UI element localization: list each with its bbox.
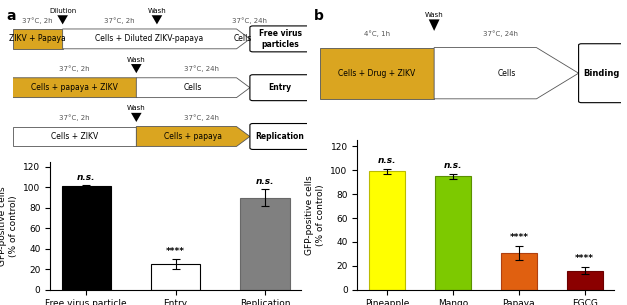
Text: Cells + papaya: Cells + papaya <box>164 132 222 141</box>
Bar <box>240 198 290 290</box>
Text: Cells: Cells <box>497 69 515 78</box>
Text: ****: **** <box>575 254 594 264</box>
Y-axis label: GFP-positive cells
(% of control): GFP-positive cells (% of control) <box>305 175 325 255</box>
Text: 37°C, 24h: 37°C, 24h <box>483 30 518 37</box>
Polygon shape <box>57 15 68 24</box>
Text: Cells + Drug + ZIKV: Cells + Drug + ZIKV <box>339 69 416 78</box>
Polygon shape <box>429 20 440 31</box>
Text: Wash: Wash <box>147 8 166 14</box>
Bar <box>501 253 537 290</box>
Polygon shape <box>152 15 162 24</box>
Text: a: a <box>6 9 16 23</box>
Text: Wash: Wash <box>424 12 443 18</box>
Polygon shape <box>131 64 142 73</box>
Text: ****: **** <box>509 233 529 242</box>
Bar <box>61 186 111 290</box>
FancyBboxPatch shape <box>579 44 624 103</box>
Bar <box>435 176 471 290</box>
Text: 37°C, 24h: 37°C, 24h <box>231 17 266 24</box>
Text: Wash: Wash <box>127 56 145 63</box>
Text: b: b <box>314 9 324 23</box>
Bar <box>369 171 405 290</box>
Bar <box>567 271 603 290</box>
Text: Wash: Wash <box>127 105 145 111</box>
Text: Cells + papaya + ZIKV: Cells + papaya + ZIKV <box>31 83 118 92</box>
Text: Cells + ZIKV: Cells + ZIKV <box>51 132 98 141</box>
FancyBboxPatch shape <box>250 26 310 52</box>
Text: Entry: Entry <box>268 83 292 92</box>
Text: n.s.: n.s. <box>256 177 274 186</box>
Text: Cells: Cells <box>184 83 203 92</box>
Bar <box>13 29 63 49</box>
Polygon shape <box>434 48 579 99</box>
Text: Free virus
particles: Free virus particles <box>258 29 302 48</box>
Text: ****: **** <box>166 247 185 256</box>
Text: 37°C, 2h: 37°C, 2h <box>104 17 134 24</box>
Text: Replication: Replication <box>256 132 305 141</box>
Bar <box>13 127 136 146</box>
Text: Dilution: Dilution <box>49 8 76 14</box>
Y-axis label: GFP-positive cells
(% of control): GFP-positive cells (% of control) <box>0 186 18 266</box>
Text: Cells: Cells <box>234 34 253 43</box>
Text: Cells + Diluted ZIKV-papaya: Cells + Diluted ZIKV-papaya <box>95 34 204 43</box>
Text: 37°C, 2h: 37°C, 2h <box>59 66 90 73</box>
Text: 37°C, 2h: 37°C, 2h <box>23 17 53 24</box>
FancyBboxPatch shape <box>250 75 310 101</box>
Text: 37°C, 24h: 37°C, 24h <box>184 66 219 73</box>
Text: n.s.: n.s. <box>378 156 396 165</box>
Text: Binding: Binding <box>583 69 619 78</box>
Text: 37°C, 24h: 37°C, 24h <box>184 114 219 121</box>
FancyBboxPatch shape <box>250 124 310 149</box>
Text: 37°C, 2h: 37°C, 2h <box>59 114 90 121</box>
Bar <box>320 48 434 99</box>
Polygon shape <box>13 78 150 98</box>
Bar <box>151 264 200 290</box>
Text: n.s.: n.s. <box>444 161 462 170</box>
Polygon shape <box>136 78 250 98</box>
Text: n.s.: n.s. <box>77 173 95 182</box>
Polygon shape <box>136 127 250 146</box>
Polygon shape <box>63 29 250 49</box>
Text: ZIKV + Papaya: ZIKV + Papaya <box>9 34 66 43</box>
Polygon shape <box>131 113 142 122</box>
Text: 4°C, 1h: 4°C, 1h <box>364 30 390 37</box>
